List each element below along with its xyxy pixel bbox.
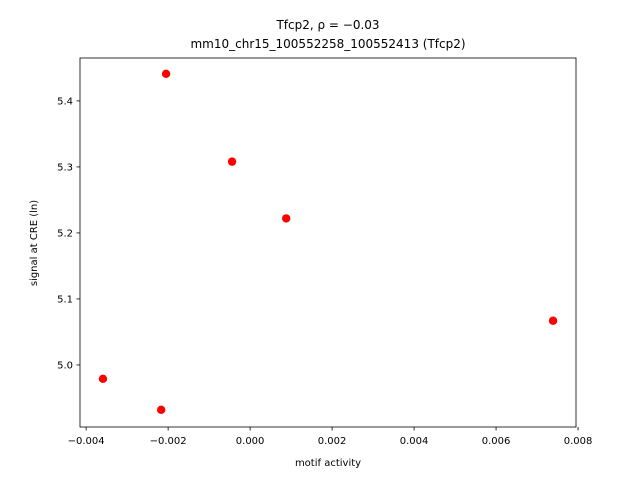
x-tick-label: 0.000	[236, 436, 265, 447]
plot-frame	[79, 57, 577, 428]
point	[227, 157, 237, 166]
chart-title: Tfcp2, ρ = −0.03	[275, 18, 379, 32]
y-tick-label: 5.4	[57, 96, 73, 107]
x-tick-label: −0.004	[68, 436, 105, 447]
y-tick-label: 5.2	[57, 228, 73, 239]
x-tick-label: 0.004	[400, 436, 429, 447]
y-tick-label: 5.3	[57, 162, 73, 173]
point	[156, 405, 166, 415]
y-tick-label: 5.1	[57, 294, 73, 305]
y-axis-label: signal at CRE (ln)	[29, 200, 40, 286]
x-tick-label: 0.008	[564, 436, 593, 447]
x-tick-label: −0.002	[150, 436, 187, 447]
x-tick-label: 0.002	[318, 436, 347, 447]
point	[548, 316, 558, 325]
x-axis-label: motif activity	[295, 458, 361, 469]
chart-subtitle: mm10_chr15_100552258_100552413 (Tfcp2)	[190, 37, 465, 51]
point	[98, 374, 108, 384]
y-tick-label: 5.0	[57, 360, 73, 371]
point	[161, 69, 171, 79]
x-tick-label: 0.006	[482, 436, 511, 447]
point	[281, 214, 291, 223]
